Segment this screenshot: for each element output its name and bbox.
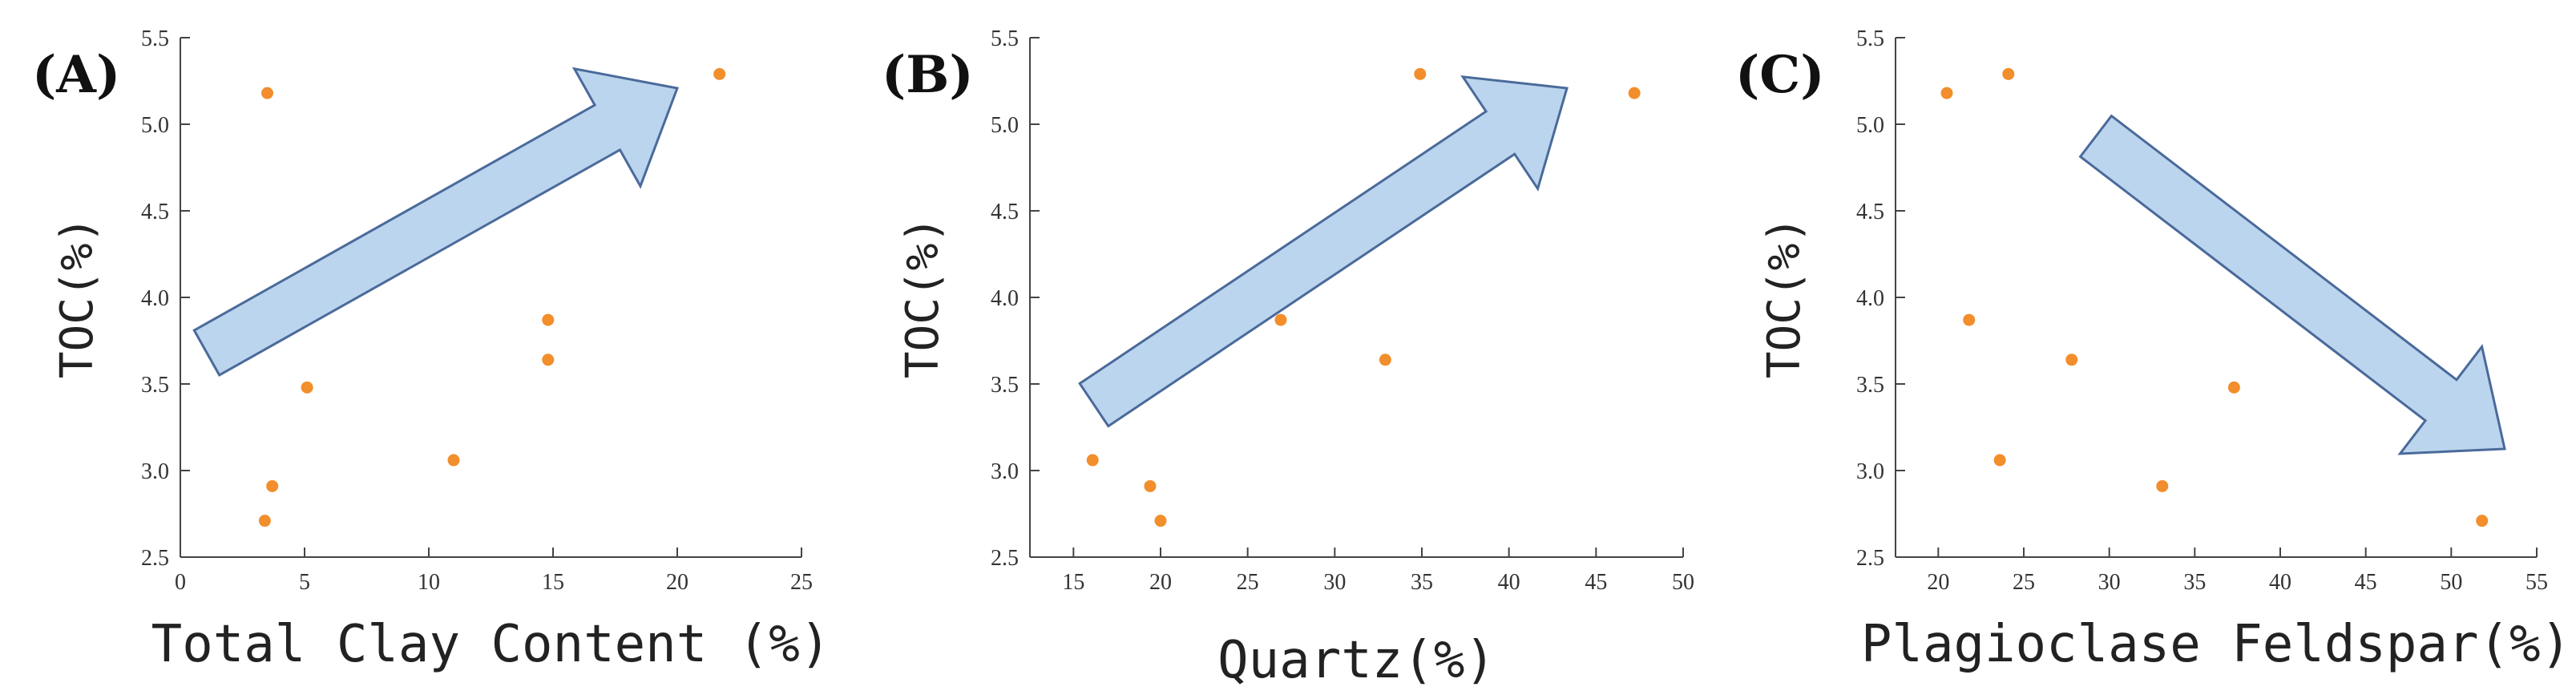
y-axis-title-c: TOC(%) — [1758, 216, 1811, 378]
data-point-b — [1086, 454, 1099, 467]
x-tick-label-a: 25 — [790, 570, 813, 595]
y-tick-label-a: 4.0 — [141, 286, 169, 311]
trend-arrow-c — [2078, 114, 2506, 455]
panel-label-c: (C) — [1735, 45, 1825, 105]
y-tick-label-c: 3.5 — [1856, 373, 1884, 398]
data-point-c — [2476, 515, 2489, 527]
y-tick-label-b: 3.5 — [991, 373, 1019, 398]
x-tick-label-b: 25 — [1237, 570, 1259, 595]
y-tick-label-b: 4.5 — [991, 200, 1019, 224]
data-point-b — [1414, 67, 1427, 80]
x-tick-label-b: 35 — [1411, 570, 1433, 595]
panel-a: (A) 2.5 3.0 3.5 4.0 4.5 5.0 5.5 0 5 10 15 20 25 Total … — [32, 26, 830, 674]
data-point-c — [1940, 87, 1953, 99]
data-point-b — [1379, 354, 1391, 366]
x-tick-label-a: 20 — [666, 570, 688, 595]
data-point-a — [261, 87, 273, 99]
y-tick-label-c: 2.5 — [1856, 546, 1884, 571]
y-tick-label-a: 4.5 — [141, 200, 169, 224]
y-tick-label-c: 5.0 — [1856, 113, 1884, 138]
y-tick-label-a: 3.5 — [141, 373, 169, 398]
x-tick-label-a: 10 — [418, 570, 440, 595]
y-tick-label-a: 2.5 — [141, 546, 169, 571]
panel-c: (C) 2.5 3.0 3.5 4.0 4.5 5.0 5.5 20 25 30 35 40 45 50 55… — [1735, 26, 2571, 674]
y-tick-label-b: 4.0 — [991, 286, 1019, 311]
data-point-a — [713, 67, 726, 80]
x-tick-label-c: 30 — [2098, 570, 2121, 595]
y-tick-label-a: 5.0 — [141, 113, 169, 138]
data-point-b — [1154, 515, 1167, 527]
data-point-c — [2065, 354, 2078, 366]
y-tick-label-b: 5.0 — [991, 113, 1019, 138]
data-point-a — [258, 515, 271, 527]
data-point-a — [542, 354, 555, 366]
x-axis-title-a: Total Clay Content (%) — [151, 615, 831, 674]
data-point-c — [2002, 67, 2015, 80]
data-point-c — [2156, 479, 2169, 492]
x-tick-label-c: 20 — [1927, 570, 1949, 595]
x-tick-label-c: 40 — [2269, 570, 2291, 595]
x-tick-label-b: 50 — [1672, 570, 1694, 595]
data-point-c — [2227, 381, 2240, 394]
x-tick-label-a: 5 — [299, 570, 310, 595]
y-axis-title-b: TOC(%) — [897, 216, 949, 378]
x-tick-label-c: 25 — [2013, 570, 2035, 595]
y-tick-label-a: 5.5 — [141, 26, 169, 51]
x-tick-label-c: 45 — [2355, 570, 2377, 595]
x-axis-title-b: Quartz(%) — [1217, 631, 1496, 690]
y-tick-label-c: 4.5 — [1856, 200, 1884, 224]
data-point-b — [1274, 313, 1287, 326]
panel-label-b: (B) — [882, 45, 974, 105]
data-point-a — [301, 381, 313, 394]
x-tick-label-c: 55 — [2526, 570, 2548, 595]
x-tick-label-b: 40 — [1498, 570, 1520, 595]
data-point-c — [1993, 454, 2006, 467]
y-tick-label-b: 2.5 — [991, 546, 1019, 571]
data-point-a — [542, 313, 555, 326]
panel-b: (B) 2.5 3.0 3.5 4.0 4.5 5.0 5.5 15 20 25 30 35 40 45 50… — [882, 26, 1694, 690]
data-point-a — [266, 479, 279, 492]
y-tick-label-b: 5.5 — [991, 26, 1019, 51]
x-tick-label-b: 20 — [1149, 570, 1172, 595]
x-tick-label-c: 35 — [2183, 570, 2206, 595]
x-tick-label-a: 0 — [175, 570, 186, 595]
x-tick-label-b: 30 — [1323, 570, 1346, 595]
x-tick-label-b: 45 — [1585, 570, 1607, 595]
y-tick-label-c: 3.0 — [1856, 459, 1884, 484]
y-tick-label-c: 4.0 — [1856, 286, 1884, 311]
x-tick-label-b: 15 — [1062, 570, 1084, 595]
y-tick-label-a: 3.0 — [141, 459, 169, 484]
trend-arrow-b — [1078, 75, 1569, 428]
y-tick-label-c: 5.5 — [1856, 26, 1884, 51]
data-point-b — [1144, 479, 1157, 492]
data-point-b — [1628, 87, 1641, 99]
panel-label-a: (A) — [32, 45, 120, 105]
data-point-c — [1963, 313, 1976, 326]
x-tick-label-a: 15 — [542, 570, 564, 595]
x-tick-label-c: 50 — [2440, 570, 2462, 595]
trend-arrow-a — [192, 67, 680, 377]
x-axis-title-c: Plagioclase Feldspar(%) — [1861, 615, 2571, 674]
data-point-a — [447, 454, 460, 467]
y-tick-label-b: 3.0 — [991, 459, 1019, 484]
y-axis-title-a: TOC(%) — [51, 216, 103, 378]
